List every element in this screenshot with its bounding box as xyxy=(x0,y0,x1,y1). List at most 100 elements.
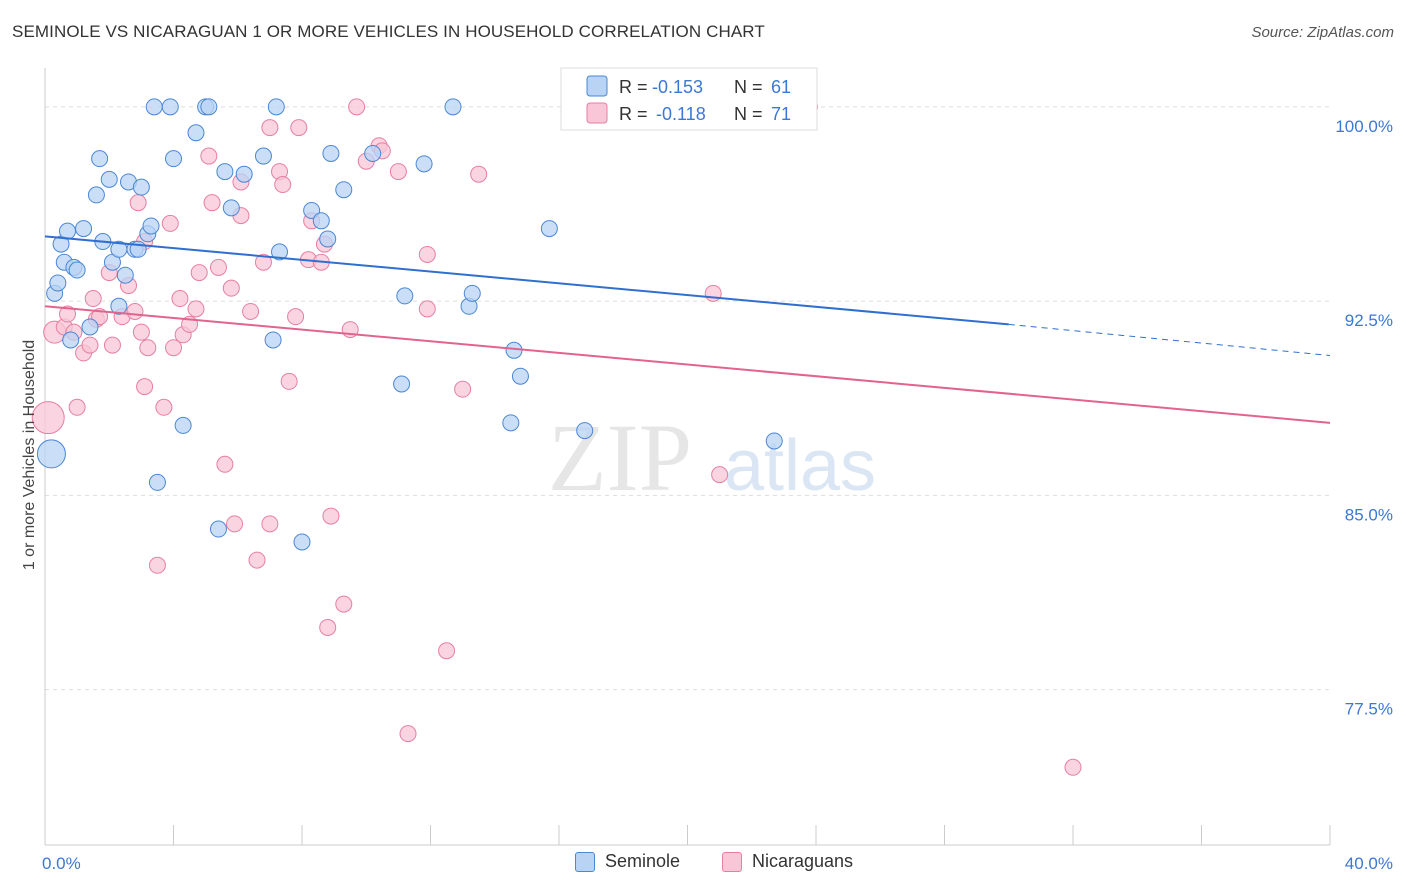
nicaraguan-point xyxy=(200,147,218,165)
legend-seminole-label: Seminole xyxy=(605,851,681,871)
seminole-point xyxy=(267,98,285,116)
seminole-point xyxy=(110,297,128,315)
legend-nicaraguan-label: Nicaraguans xyxy=(752,851,854,871)
nicaraguan-trend-line xyxy=(44,305,1331,424)
seminole-point xyxy=(200,98,218,116)
watermark: ZIP atlas xyxy=(548,404,876,511)
nicaraguan-point xyxy=(203,194,221,212)
seminole-point xyxy=(100,170,118,188)
legend-seminole-n-label: N = xyxy=(734,77,763,97)
seminole-point xyxy=(264,331,282,349)
nicaraguan-point xyxy=(129,194,147,212)
legend-nicaraguan-swatch xyxy=(586,102,608,124)
nicaraguan-point xyxy=(454,380,472,398)
x-tick-label: 40.0% xyxy=(1345,854,1393,873)
legend-seminole-n-value: 61 xyxy=(771,77,791,97)
nicaraguan-point xyxy=(81,336,99,354)
y-tick-label: 92.5% xyxy=(1345,311,1393,330)
nicaraguan-point xyxy=(242,302,260,320)
chart-title: SEMINOLE VS NICARAGUAN 1 OR MORE VEHICLE… xyxy=(12,22,765,41)
seminole-point xyxy=(576,422,594,440)
nicaraguan-point xyxy=(139,339,157,357)
seminole-point xyxy=(174,416,192,434)
legend-nicaraguan-r-label: R = xyxy=(619,104,648,124)
nicaraguan-point xyxy=(322,507,340,525)
nicaraguan-point xyxy=(132,323,150,341)
nicaraguan-point xyxy=(389,163,407,181)
legend-seminole-r-value: -0.153 xyxy=(652,77,703,97)
nicaraguan-point xyxy=(1064,758,1082,776)
seminole-point xyxy=(132,178,150,196)
nicaraguan-point xyxy=(148,556,166,574)
nicaraguan-point xyxy=(399,725,417,743)
seminole-points xyxy=(36,98,783,551)
seminole-point xyxy=(444,98,462,116)
seminole-point xyxy=(319,230,337,248)
seminole-point xyxy=(415,155,433,173)
seminole-point xyxy=(75,220,93,238)
seminole-point xyxy=(142,217,160,235)
nicaraguan-point xyxy=(68,398,86,416)
nicaraguan-point xyxy=(161,214,179,232)
nicaraguan-swatch xyxy=(722,851,742,872)
seminole-point xyxy=(62,331,80,349)
seminole-point xyxy=(765,432,783,450)
y-tick-label: 85.0% xyxy=(1345,505,1393,524)
seminole-point xyxy=(116,266,134,284)
seminole-point xyxy=(161,98,179,116)
legend-seminole-r-label: R = xyxy=(619,77,648,97)
nicaraguan-point xyxy=(216,455,234,473)
nicaraguan-point xyxy=(280,372,298,390)
nicaraguan-point xyxy=(335,595,353,613)
seminole-point xyxy=(58,222,76,240)
nicaraguan-point xyxy=(711,466,729,484)
seminole-point xyxy=(216,163,234,181)
seminole-point xyxy=(540,220,558,238)
nicaraguan-point xyxy=(209,258,227,276)
seminole-trend-extension xyxy=(1008,323,1331,356)
source-label: Source: ZipAtlas.com xyxy=(1251,24,1394,41)
legend-item-seminole: Seminole xyxy=(575,851,680,872)
nicaraguan-point xyxy=(155,398,173,416)
nicaraguan-point xyxy=(84,290,102,308)
legend-item-nicaraguans: Nicaraguans xyxy=(722,851,853,872)
nicaraguan-point xyxy=(31,401,65,435)
nicaraguan-point xyxy=(187,300,205,318)
nicaraguan-point xyxy=(190,264,208,282)
seminole-point xyxy=(68,261,86,279)
seminole-point xyxy=(187,124,205,142)
seminole-point xyxy=(49,274,67,292)
seminole-point xyxy=(312,212,330,230)
nicaraguan-point xyxy=(126,302,144,320)
watermark-atlas: atlas xyxy=(724,426,876,506)
trend-lines xyxy=(44,235,1331,424)
legend-nicaraguan-n-value: 71 xyxy=(771,104,791,124)
seminole-point xyxy=(36,439,66,469)
seminole-point xyxy=(293,533,311,551)
nicaraguan-point xyxy=(254,253,272,271)
nicaraguan-point xyxy=(470,165,488,183)
seminole-point xyxy=(393,375,411,393)
grid xyxy=(45,106,1330,691)
legend-top: R = -0.153 N = 61 R = -0.118 N = 71 xyxy=(560,67,818,131)
nicaraguan-point xyxy=(226,515,244,533)
seminole-point xyxy=(322,144,340,162)
seminole-point xyxy=(254,147,272,165)
seminole-point xyxy=(165,150,182,168)
nicaraguan-point xyxy=(704,284,722,302)
x-tick-label: 0.0% xyxy=(42,854,81,873)
seminole-point xyxy=(148,473,166,491)
seminole-point xyxy=(335,181,353,199)
seminole-point xyxy=(271,243,289,261)
seminole-point xyxy=(91,150,109,168)
seminole-swatch xyxy=(575,851,595,872)
seminole-point xyxy=(209,520,227,538)
seminole-point xyxy=(145,98,163,116)
seminole-point xyxy=(511,367,529,385)
nicaraguan-point xyxy=(418,245,436,263)
watermark-zip: ZIP xyxy=(548,404,692,511)
y-tick-label: 77.5% xyxy=(1345,700,1393,719)
seminole-trend-line xyxy=(44,235,1009,326)
nicaraguan-point xyxy=(418,300,436,318)
